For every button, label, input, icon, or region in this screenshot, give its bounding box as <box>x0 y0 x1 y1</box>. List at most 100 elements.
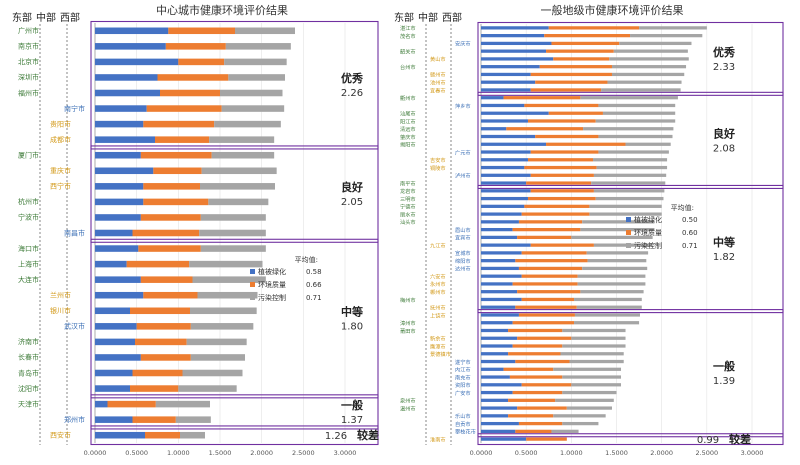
prefecture-bar-segment-env <box>539 65 612 69</box>
prefecture-x-tick-label: 1.5000 <box>605 449 628 457</box>
prefecture-bar-segment-pol <box>555 398 614 402</box>
central-bar-segment-pol <box>214 120 281 128</box>
prefecture-bar-segment-pol <box>611 65 687 69</box>
prefecture-bar-segment-env <box>524 103 599 108</box>
prefecture-city-label: 攀枝花市 <box>455 428 476 436</box>
central-bar-segment-veg <box>95 338 135 346</box>
prefecture-group-name: 一般 <box>713 359 735 373</box>
prefecture-city-label: 安庆市 <box>455 40 471 48</box>
central-bar-segment-veg <box>95 291 144 299</box>
central-bar-segment-pol <box>209 136 275 143</box>
prefecture-bar-segment-env <box>521 297 575 302</box>
central-city-label: 重庆市 <box>50 166 71 175</box>
central-bar-segment-pol <box>180 431 205 439</box>
central-bar-segment-pol <box>211 151 275 159</box>
prefecture-city-label: 漳州市 <box>400 319 416 327</box>
prefecture-city-label: 三明市 <box>400 195 416 203</box>
prefecture-bar-segment-env <box>517 235 572 240</box>
prefecture-city-label: 衢州市 <box>400 94 416 102</box>
prefecture-bar-segment-env <box>518 421 563 426</box>
prefecture-bar-segment-pol <box>576 305 642 309</box>
prefecture-bar-segment-env <box>548 111 603 115</box>
prefecture-bar-segment-pol <box>582 220 655 224</box>
central-legend-name: 植被绿化 <box>258 267 286 276</box>
prefecture-bar-segment-veg <box>481 150 531 154</box>
prefecture-city-label: 丽水市 <box>400 210 416 218</box>
prefecture-bar-segment-veg <box>481 243 531 247</box>
prefecture-group-frame <box>477 91 784 189</box>
central-bar-segment-veg <box>95 431 145 439</box>
prefecture-legend-swatch <box>626 230 631 235</box>
central-bar-segment-env <box>132 416 176 423</box>
central-bar-segment-env <box>145 431 180 439</box>
prefecture-bar-segment-veg <box>481 142 547 146</box>
prefecture-bar-segment-veg <box>481 119 528 123</box>
central-legend-name: 污染控制 <box>258 293 286 302</box>
prefecture-bar-segment-pol <box>571 383 622 387</box>
central-bar-segment-env <box>130 385 179 392</box>
central-bar-segment-env <box>138 245 201 252</box>
central-city-label: 成都市 <box>50 135 71 144</box>
central-bar-segment-veg <box>95 323 137 330</box>
prefecture-bar-segment-pol <box>589 204 662 208</box>
prefecture-bar-segment-pol <box>607 80 682 84</box>
prefecture-bar-segment-veg <box>481 390 513 395</box>
prefecture-city-label: 抚州市 <box>430 304 446 312</box>
prefecture-bar-segment-env <box>544 34 631 38</box>
central-group-value: 1.37 <box>341 415 363 426</box>
prefecture-bar-segment-veg <box>481 359 516 364</box>
prefecture-city-label: 萍乡市 <box>455 102 471 110</box>
prefecture-bar-segment-veg <box>481 352 509 356</box>
prefecture-city-label: 郴州市 <box>430 288 446 296</box>
prefecture-bar-segment-pol <box>562 344 626 348</box>
central-bar-segment-env <box>140 276 193 283</box>
central-city-label: 长春市 <box>18 353 39 362</box>
central-group-frame <box>90 145 379 243</box>
prefecture-city-label: 广安市 <box>455 389 471 397</box>
prefecture-bar-segment-pol <box>625 142 671 146</box>
prefecture-bar-segment-env <box>530 243 594 247</box>
central-bar-segment-veg <box>95 151 141 159</box>
prefecture-region-header: 西部 <box>442 11 462 24</box>
prefecture-city-label: 南平市 <box>400 179 416 187</box>
prefecture-bar-segment-pol <box>593 158 668 162</box>
prefecture-bar-segment-veg <box>481 96 504 100</box>
prefecture-bar-segment-veg <box>481 134 536 139</box>
prefecture-region-header: 东部 <box>394 11 414 24</box>
prefecture-bar-segment-env <box>517 290 581 294</box>
prefecture-bar-segment-env <box>509 375 563 379</box>
prefecture-bar-segment-pol <box>591 181 666 185</box>
prefecture-group-value: 1.39 <box>713 376 735 387</box>
prefecture-city-label: 新余市 <box>430 335 446 343</box>
prefecture-bar-segment-env <box>518 313 575 317</box>
prefecture-bar-segment-veg <box>481 220 519 224</box>
prefecture-bar-segment-env <box>508 352 561 356</box>
prefecture-city-label: 台州市 <box>400 63 416 71</box>
prefecture-city-label: 清远市 <box>400 125 416 133</box>
prefecture-bar-segment-pol <box>598 134 673 139</box>
prefecture-bar-segment-pol <box>589 212 662 216</box>
prefecture-city-label: 广元市 <box>455 148 471 156</box>
prefecture-city-label: 铜陵市 <box>430 164 446 172</box>
central-bar-segment-veg <box>95 89 160 97</box>
prefecture-city-label: 黄山市 <box>430 55 446 63</box>
central-bar-segment-pol <box>190 323 254 330</box>
central-bar-segment-pol <box>190 354 245 361</box>
central-x-tick-label: 1.5000 <box>209 449 232 457</box>
prefecture-city-label: 汕尾市 <box>400 110 416 118</box>
prefecture-bar-segment-veg <box>481 72 531 77</box>
prefecture-bar-segment-env <box>524 165 597 170</box>
prefecture-city-label: 宜宾市 <box>455 234 471 242</box>
prefecture-group-frame <box>477 184 784 314</box>
prefecture-group-name: 优秀 <box>713 45 735 59</box>
central-bar-segment-pol <box>182 369 243 377</box>
prefecture-bar-segment-pol <box>553 414 606 418</box>
prefecture-bar-segment-env <box>546 142 626 146</box>
prefecture-city-label: 吉安市 <box>430 156 446 164</box>
central-bar-segment-veg <box>95 105 147 112</box>
prefecture-bar-segment-veg <box>481 204 525 208</box>
prefecture-group-value: 2.08 <box>713 143 735 154</box>
prefecture-bar-segment-pol <box>630 34 703 38</box>
prefecture-bar-segment-env <box>512 344 563 348</box>
prefecture-bar-segment-pol <box>595 119 676 123</box>
